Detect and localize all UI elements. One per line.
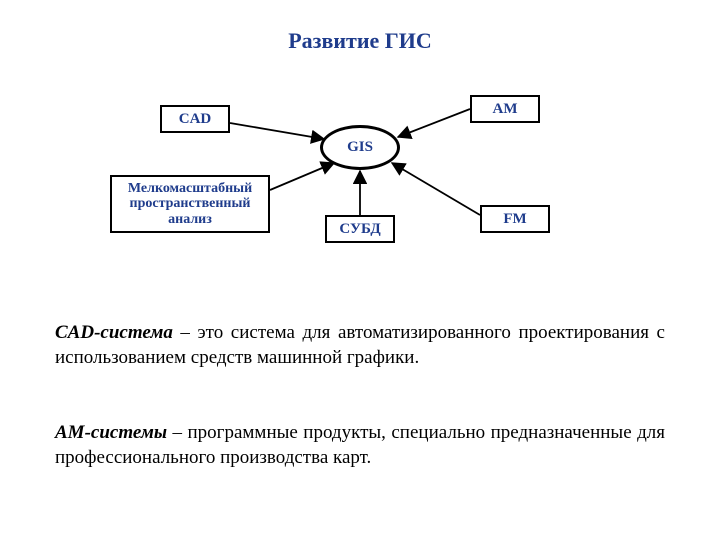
node-fm: FM [480,205,550,233]
para-lead: AM-системы [55,422,167,443]
node-subd-label: СУБД [339,221,380,238]
node-subd: СУБД [325,215,395,243]
node-fm-label: FM [503,211,526,228]
paragraph-cad: CAD-система – это система для автоматизи… [55,320,665,370]
page-title: Развитие ГИС [0,28,720,54]
edge-cad-to-gis [230,123,324,139]
node-smsa: Мелкомасштабный пространственный анализ [110,175,270,233]
para-sep: – [167,422,187,443]
para-lead: CAD-система [55,322,173,343]
edge-fm-to-gis [392,163,480,215]
node-cad: CAD [160,105,230,133]
node-am-label: AM [493,101,518,118]
edge-am-to-gis [398,109,470,137]
node-gis-label: GIS [347,139,373,156]
node-smsa-label: Мелкомасштабный пространственный анализ [112,181,268,227]
para-sep: – [173,322,198,343]
page: Развитие ГИС GIS CAD AM Мелкомасштабный пр… [0,0,720,540]
paragraph-am: AM-системы – программные продукты, специ… [55,420,665,470]
edge-smsa-to-gis [270,163,334,190]
node-am: AM [470,95,540,123]
gis-diagram: GIS CAD AM Мелкомасштабный пространственны… [110,75,610,275]
node-gis: GIS [320,125,400,170]
node-cad-label: CAD [179,111,212,128]
